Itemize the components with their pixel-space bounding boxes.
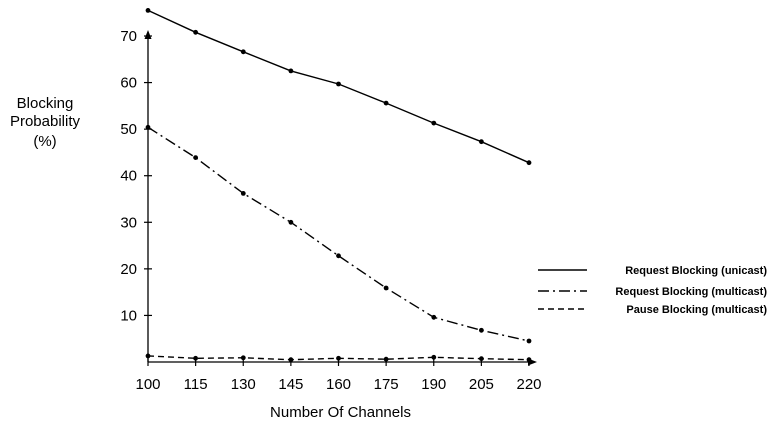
data-point: [526, 357, 532, 363]
data-point: [336, 253, 341, 259]
y-tick-label: 60: [120, 75, 137, 92]
data-point: [145, 124, 151, 130]
y-tick-label: 40: [120, 168, 137, 185]
x-tick-label: 145: [278, 376, 303, 393]
x-tick-label: 130: [231, 376, 256, 393]
data-point: [193, 155, 199, 161]
legend: Request Blocking (unicast) Request Blocki…: [538, 265, 767, 316]
data-point: [431, 354, 437, 360]
data-point: [336, 355, 341, 361]
series-3: [145, 353, 532, 363]
axes: 10 20 30 40 50 60 70 100 115 130 145 160 175 190 205 22…: [120, 28, 541, 393]
y-tick-label: 70: [120, 28, 137, 45]
data-point: [240, 355, 246, 361]
data-point: [336, 81, 341, 87]
legend-label: Pause Blocking (multicast): [626, 304, 767, 316]
data-point: [431, 314, 437, 320]
data-point: [288, 219, 294, 225]
x-tick-label: 115: [184, 376, 208, 393]
data-point: [240, 191, 246, 196]
x-tick-label: 100: [135, 376, 160, 393]
x-tick-label: 160: [326, 376, 351, 393]
y-tick-label: 20: [120, 261, 137, 278]
y-axis-title-line: Blocking: [17, 95, 74, 112]
data-point: [526, 338, 532, 344]
legend-label: Request Blocking (unicast): [625, 265, 767, 277]
series-line: [147, 9, 530, 164]
data-point: [193, 29, 199, 35]
data-point: [383, 100, 389, 106]
data-point: [193, 355, 199, 361]
data-point: [526, 160, 532, 166]
data-point: [479, 356, 484, 362]
x-axis-title: Number Of Channels: [270, 404, 411, 421]
x-tick-label: 220: [516, 376, 541, 393]
data-point: [479, 327, 484, 333]
data-point: [288, 68, 294, 74]
y-axis-arrow: [144, 30, 152, 39]
y-tick-label: 30: [120, 214, 137, 231]
series-line: [147, 126, 530, 342]
x-tick-label: 205: [469, 376, 494, 393]
x-tick-label: 190: [421, 376, 446, 393]
data-point: [240, 49, 246, 55]
series-1: [145, 7, 532, 166]
y-tick-label: 10: [120, 307, 137, 324]
series-2: [145, 124, 532, 344]
data-point: [145, 7, 151, 13]
data-point: [431, 120, 437, 126]
y-axis-title-line: (%): [33, 133, 56, 150]
y-tick-label: 50: [120, 121, 137, 138]
x-tick-label: 175: [374, 376, 399, 393]
data-point: [479, 139, 484, 145]
data-point: [383, 285, 389, 291]
data-point: [288, 357, 294, 363]
data-point: [383, 356, 389, 362]
data-point: [145, 353, 151, 359]
y-axis-title-line: Probability: [10, 113, 81, 130]
legend-label: Request Blocking (multicast): [615, 286, 767, 298]
series-layer: [145, 7, 532, 363]
